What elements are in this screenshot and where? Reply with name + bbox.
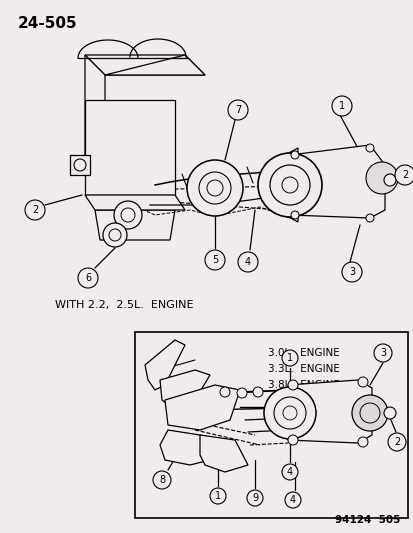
Text: 4: 4 [244,257,250,267]
Text: WITH 2.2,  2.5L.  ENGINE: WITH 2.2, 2.5L. ENGINE [55,300,193,310]
Text: 3: 3 [379,348,385,358]
Circle shape [287,435,297,445]
Text: 6: 6 [85,273,91,283]
Text: 8: 8 [159,475,165,485]
Circle shape [365,144,373,152]
Circle shape [25,200,45,220]
Text: 1: 1 [286,353,292,363]
Circle shape [365,214,373,222]
Circle shape [103,223,127,247]
Text: 4: 4 [289,495,295,505]
Bar [135,332,407,518]
Circle shape [290,211,298,219]
Polygon shape [199,435,247,472]
Circle shape [281,464,297,480]
Circle shape [284,492,300,508]
Text: 3.3L.  ENGINE: 3.3L. ENGINE [267,364,339,374]
Text: 3.0L.  ENGINE: 3.0L. ENGINE [267,348,339,358]
Circle shape [351,395,387,431]
Circle shape [187,160,242,216]
Text: 5: 5 [211,255,218,265]
Circle shape [247,490,262,506]
Polygon shape [145,340,185,390]
Circle shape [365,162,397,194]
Polygon shape [159,430,209,465]
Polygon shape [165,385,240,430]
Polygon shape [70,155,90,175]
Circle shape [252,387,262,397]
Circle shape [287,380,297,390]
Circle shape [236,388,247,398]
Text: 2: 2 [32,205,38,215]
Circle shape [383,407,395,419]
Polygon shape [85,100,175,195]
Circle shape [373,344,391,362]
Text: 1: 1 [338,101,344,111]
Text: 1: 1 [214,491,221,501]
Polygon shape [105,55,204,75]
Circle shape [219,387,230,397]
Polygon shape [95,210,175,240]
Circle shape [394,165,413,185]
Polygon shape [287,380,371,443]
Circle shape [357,437,367,447]
Text: 2: 2 [401,170,407,180]
Circle shape [114,201,142,229]
Polygon shape [284,148,297,222]
Polygon shape [85,55,105,175]
Circle shape [153,471,171,489]
Text: 2: 2 [393,437,399,447]
Circle shape [204,250,224,270]
Circle shape [78,268,98,288]
Text: 3: 3 [348,267,354,277]
Circle shape [199,172,230,204]
Circle shape [290,151,298,159]
Polygon shape [289,145,384,218]
Polygon shape [85,55,204,75]
Circle shape [331,96,351,116]
Polygon shape [85,195,185,210]
Text: 4: 4 [286,467,292,477]
Circle shape [237,252,257,272]
Text: 9: 9 [252,493,257,503]
Text: 24-505: 24-505 [18,16,78,31]
Circle shape [341,262,361,282]
Circle shape [387,433,405,451]
Circle shape [281,350,297,366]
Text: 3.8L.  ENGINE: 3.8L. ENGINE [267,380,339,390]
Circle shape [257,153,321,217]
Polygon shape [159,370,209,410]
Circle shape [209,488,225,504]
Circle shape [263,387,315,439]
Circle shape [357,377,367,387]
Text: 94124  505: 94124 505 [334,515,399,525]
Circle shape [228,100,247,120]
Text: 7: 7 [234,105,240,115]
Circle shape [383,174,395,186]
